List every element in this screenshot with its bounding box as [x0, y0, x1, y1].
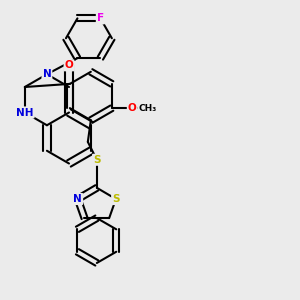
Text: S: S: [112, 194, 120, 204]
Text: CH₃: CH₃: [138, 103, 157, 112]
Text: F: F: [97, 14, 104, 23]
Text: N: N: [43, 69, 51, 79]
Text: O: O: [128, 103, 136, 113]
Text: O: O: [64, 60, 74, 70]
Text: S: S: [93, 155, 100, 165]
Text: NH: NH: [16, 107, 34, 118]
Text: N: N: [74, 194, 82, 204]
